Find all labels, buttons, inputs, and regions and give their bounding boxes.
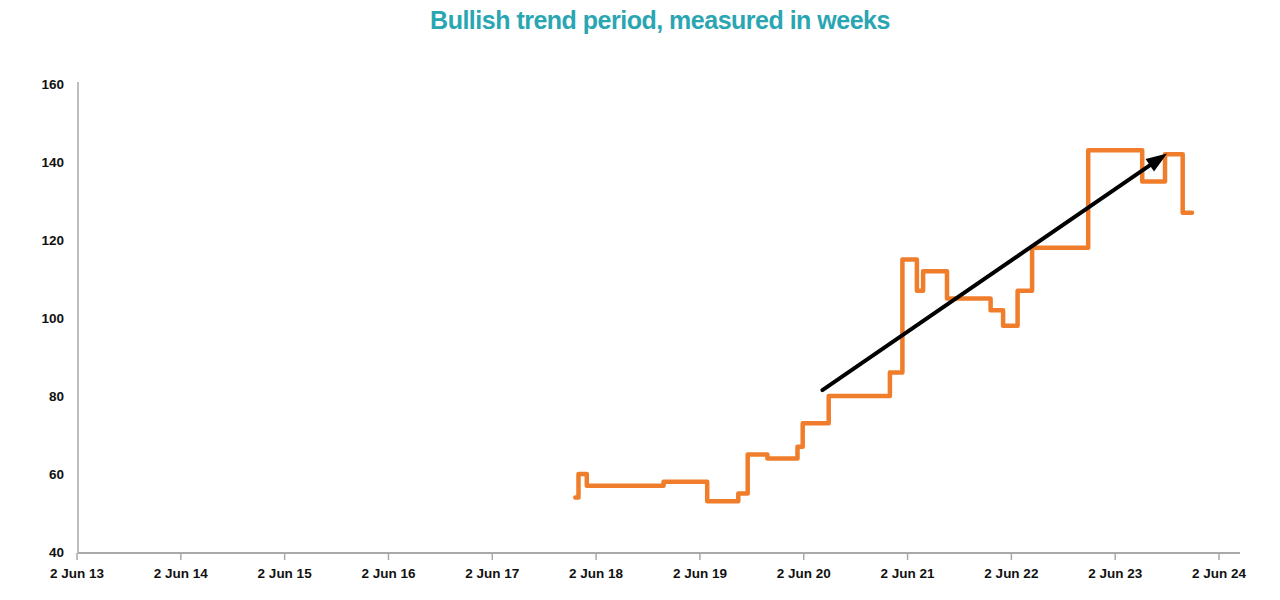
- y-tick-label: 160: [41, 77, 64, 92]
- x-tick-label: 2 Jun 23: [1088, 566, 1143, 581]
- x-tick-label: 2 Jun 22: [984, 566, 1038, 581]
- x-tick-label: 2 Jun 18: [569, 566, 624, 581]
- y-tick-label: 80: [49, 389, 64, 404]
- bullish-trend-step-chart: 2 Jun 13 2 Jun 14 2 Jun 15 2 Jun 16 2 Jun 17…: [0, 0, 1280, 600]
- x-tick-label: 2 Jun 24: [1192, 566, 1247, 581]
- x-tick-label: 2 Jun 13: [50, 566, 105, 581]
- x-tick-label: 2 Jun 19: [673, 566, 727, 581]
- x-tick-label: 2 Jun 16: [361, 566, 416, 581]
- y-tick-label: 120: [41, 233, 64, 248]
- chart-canvas: Bullish trend period, measured in weeks …: [0, 0, 1280, 600]
- y-tick-label: 40: [49, 545, 64, 560]
- y-tick-label: 100: [41, 311, 64, 326]
- x-tick-label: 2 Jun 21: [881, 566, 936, 581]
- trend-arrow-shaft: [822, 164, 1152, 391]
- y-tick-label: 60: [49, 467, 64, 482]
- x-tick-label: 2 Jun 15: [258, 566, 313, 581]
- x-tick-label: 2 Jun 14: [154, 566, 209, 581]
- x-tick-label: 2 Jun 20: [777, 566, 831, 581]
- y-tick-label: 140: [41, 155, 64, 170]
- trend-step-line: [575, 150, 1192, 501]
- x-tick-label: 2 Jun 17: [465, 566, 519, 581]
